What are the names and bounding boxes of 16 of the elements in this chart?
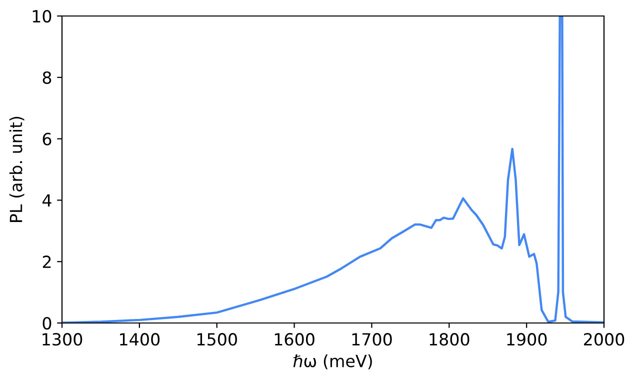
x-tick-label: 1900 <box>507 333 547 346</box>
y-tick-label: 8 <box>42 71 52 84</box>
y-tick-label: 2 <box>42 256 51 268</box>
x-tick-label: 1600 <box>274 333 314 346</box>
y-tick-label: 0 <box>42 316 52 330</box>
x-tick-label: 1400 <box>120 333 160 346</box>
y-tick-label: 10 <box>32 10 52 23</box>
x-tick-label: 2000 <box>584 333 624 346</box>
x-axis-title: ℏω (meV) <box>293 354 372 370</box>
x-tick-label: 1800 <box>430 333 470 346</box>
x-tick-label: 1300 <box>42 333 82 346</box>
y-tick-label: 6 <box>42 132 52 146</box>
x-tick-label: 1700 <box>352 333 392 346</box>
x-tick-label: 1500 <box>197 333 237 346</box>
y-tick-label: 4 <box>42 194 52 207</box>
y-axis-title: PL (arb. unit) <box>9 116 24 222</box>
